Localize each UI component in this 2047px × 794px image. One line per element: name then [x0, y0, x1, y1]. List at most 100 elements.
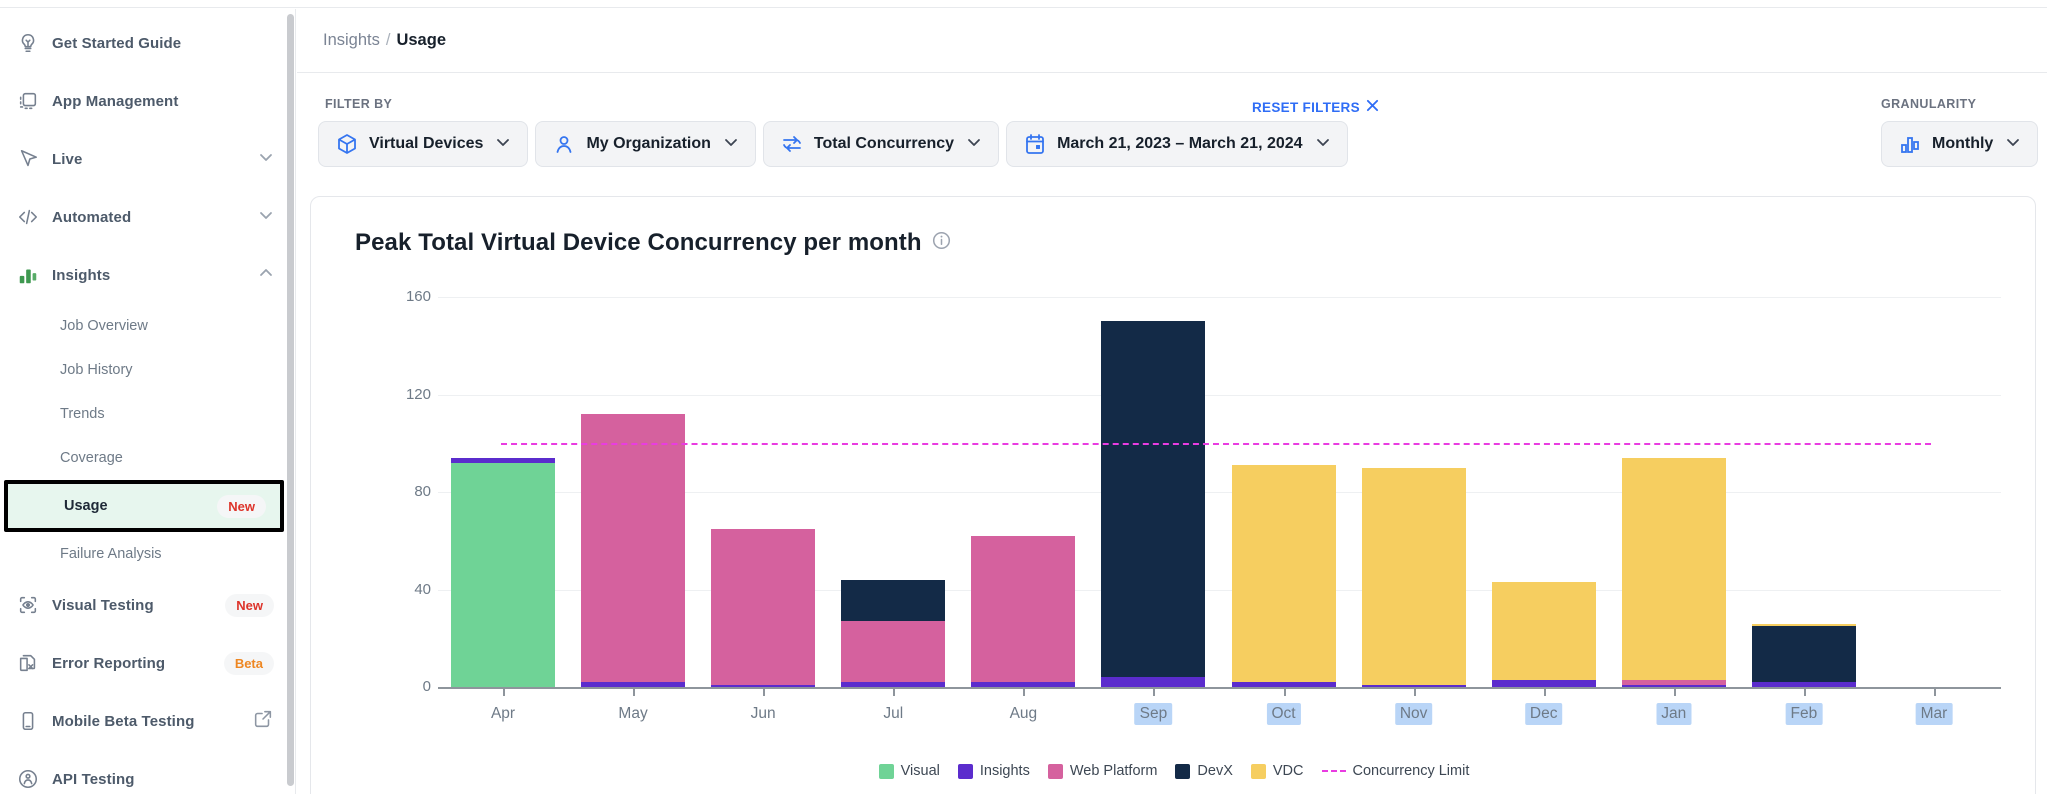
sidebar-item-insights[interactable]: Insights	[0, 246, 288, 304]
bar-segment-insights-jun[interactable]	[711, 684, 816, 687]
bar-segment-insights-oct[interactable]	[1231, 682, 1336, 687]
info-icon[interactable]	[932, 231, 951, 255]
bar-segment-vdc-feb[interactable]	[1751, 623, 1856, 627]
bar-segment-insights-aug[interactable]	[971, 682, 1076, 687]
bar-segment-vdc-dec[interactable]	[1491, 582, 1596, 680]
x-axis-label-apr[interactable]: Apr	[490, 705, 516, 722]
filter-dropdown-label: March 21, 2023 – March 21, 2024	[1057, 135, 1303, 152]
bar-segment-insights-jul[interactable]	[841, 682, 946, 687]
sidebar-item-label: Get Started Guide	[52, 34, 182, 52]
sidebar-subitem-usage[interactable]: Usage New	[4, 480, 284, 532]
code-icon	[16, 205, 40, 229]
x-axis-label-mar[interactable]: Mar	[1915, 703, 1953, 725]
bar-segment-devx-sep[interactable]	[1101, 321, 1206, 678]
breadcrumb-bar: Insights / Usage	[297, 9, 2047, 73]
top-strip	[0, 0, 2047, 8]
x-axis-label-dec[interactable]: Dec	[1524, 703, 1563, 725]
bar-segment-insights-may[interactable]	[581, 682, 686, 687]
external-link-icon[interactable]	[252, 708, 274, 735]
sidebar-subitem-job-overview[interactable]: Job Overview	[0, 304, 288, 348]
badge-beta: Beta	[223, 651, 274, 675]
x-axis-tick	[1803, 689, 1806, 696]
bar-segment-devx-jul[interactable]	[841, 579, 946, 622]
sidebar: Get Started Guide App Management Live Autom…	[0, 9, 296, 794]
sidebar-item-mobile-beta-testing[interactable]: Mobile Beta Testing	[0, 692, 288, 750]
chevron-down-icon	[1315, 134, 1331, 155]
bar-segment-insights-jan[interactable]	[1621, 684, 1726, 687]
x-axis-tick	[1023, 689, 1026, 696]
breadcrumb-parent[interactable]: Insights	[323, 31, 380, 49]
y-axis-tick-label: 0	[422, 678, 431, 695]
bar-segment-insights-sep[interactable]	[1101, 677, 1206, 687]
bar-segment-vdc-oct[interactable]	[1231, 465, 1336, 683]
bar-segment-vdc-nov[interactable]	[1361, 467, 1466, 685]
sidebar-subitem-label: Job History	[60, 362, 133, 378]
sidebar-item-label: Automated	[52, 208, 132, 226]
sidebar-subitem-label: Job Overview	[60, 318, 148, 334]
breadcrumb: Insights / Usage	[323, 31, 446, 50]
bar-segment-insights-nov[interactable]	[1361, 684, 1466, 687]
reset-filters-button[interactable]: RESET FILTERS	[1252, 99, 1379, 115]
x-axis-label-jan[interactable]: Jan	[1656, 703, 1692, 725]
sidebar-item-api-testing[interactable]: API Testing	[0, 750, 288, 794]
sidebar-item-visual-testing[interactable]: Visual Testing New	[0, 576, 288, 634]
filter-dropdown-total-concurrency[interactable]: Total Concurrency	[762, 121, 1000, 167]
granularity-label: GRANULARITY	[1881, 97, 1977, 111]
bar-segment-insights-feb[interactable]	[1751, 682, 1856, 687]
x-axis-tick	[1413, 689, 1416, 696]
sidebar-subitem-trends[interactable]: Trends	[0, 392, 288, 436]
bar-segment-insights-dec[interactable]	[1491, 679, 1596, 687]
filter-dropdown-virtual-devices[interactable]: Virtual Devices	[318, 121, 529, 167]
bar-segment-web-platform-jan[interactable]	[1621, 679, 1726, 685]
chevron-down-icon	[495, 134, 511, 155]
bar-segment-vdc-jan[interactable]	[1621, 457, 1726, 680]
sidebar-item-error-reporting[interactable]: Error Reporting Beta	[0, 634, 288, 692]
bar-segment-visual-apr[interactable]	[451, 462, 555, 687]
legend-label: VDC	[1272, 763, 1304, 779]
sidebar-item-app-management[interactable]: App Management	[0, 72, 288, 130]
filter-row: Virtual Devices My Organization Total Conc…	[318, 121, 1348, 167]
x-axis-label-may[interactable]: May	[618, 705, 648, 722]
x-axis-label-jun[interactable]: Jun	[750, 705, 776, 722]
sidebar-item-label: Error Reporting	[52, 654, 166, 672]
x-axis-label-oct[interactable]: Oct	[1266, 703, 1301, 725]
y-axis-tick-label: 80	[414, 483, 431, 500]
legend-swatch-concurrency-limit	[1321, 770, 1346, 772]
sidebar-subitem-coverage[interactable]: Coverage	[0, 436, 288, 480]
chevron-down-icon	[966, 134, 982, 155]
bar-chart-plot: 0 40 80 120 160 Apr May Jun Jul Aug Sep Oct Nov Dec Ja…	[311, 197, 2037, 794]
x-axis-label-sep[interactable]: Sep	[1134, 703, 1173, 725]
x-axis-line	[438, 687, 2001, 689]
filter-dropdown-my-organization[interactable]: My Organization	[535, 121, 756, 167]
bar-segment-insights-apr[interactable]	[451, 457, 555, 463]
x-axis-label-aug[interactable]: Aug	[1009, 705, 1038, 722]
bar-segment-web-platform-aug[interactable]	[971, 535, 1076, 683]
granularity-dropdown[interactable]: Monthly	[1881, 121, 2039, 167]
sidebar-subitem-failure-analysis[interactable]: Failure Analysis	[0, 532, 288, 576]
legend-item-concurrency-limit: Concurrency Limit	[1321, 763, 1469, 779]
legend-swatch-insights	[957, 763, 973, 779]
breadcrumb-separator: /	[385, 31, 391, 49]
gridline-y160	[438, 297, 2001, 298]
sidebar-subitem-job-history[interactable]: Job History	[0, 348, 288, 392]
filter-dropdown-march-21-2023-march-21-2024[interactable]: March 21, 2023 – March 21, 2024	[1006, 121, 1348, 167]
x-axis-label-nov[interactable]: Nov	[1394, 703, 1433, 725]
gridline-y80	[438, 492, 2001, 493]
cube-icon	[335, 132, 359, 156]
badge-new: New	[217, 494, 266, 518]
x-axis-label-jul[interactable]: Jul	[883, 705, 904, 722]
bar-segment-web-platform-jul[interactable]	[841, 621, 946, 683]
x-axis-label-feb[interactable]: Feb	[1785, 703, 1823, 725]
bar-segment-devx-feb[interactable]	[1751, 626, 1856, 683]
user-icon	[552, 132, 576, 156]
sidebar-item-get-started-guide[interactable]: Get Started Guide	[0, 14, 288, 72]
bar-segment-web-platform-may[interactable]	[581, 414, 686, 683]
sidebar-item-live[interactable]: Live	[0, 130, 288, 188]
sidebar-item-automated[interactable]: Automated	[0, 188, 288, 246]
x-axis-tick	[1673, 689, 1676, 696]
bar-segment-web-platform-jun[interactable]	[711, 528, 816, 685]
sidebar-scrollbar[interactable]	[287, 14, 294, 786]
x-axis-tick	[1933, 689, 1936, 696]
legend-item-visual: Visual	[878, 763, 940, 779]
